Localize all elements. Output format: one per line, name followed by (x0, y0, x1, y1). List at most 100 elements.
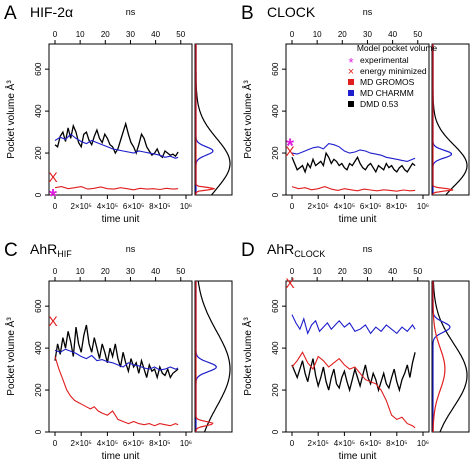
x-tick-label: 10⁶ (180, 439, 192, 448)
panel-title-subscript: CLOCK (294, 249, 325, 259)
distribution-dmd-0-53 (432, 44, 468, 196)
top-tick-label: 50 (176, 30, 185, 39)
y-axis-label: Pocket volume Å³ (4, 80, 17, 159)
distribution-frame (194, 280, 233, 433)
y-tick-label: 200 (271, 146, 280, 160)
panel-c: C AhRHIF ns 0 10 20 30 40 50 0 2×10⁵ 4×10⁵ 6×10⁵ 8×10… (4, 240, 233, 462)
legend-label: experimental (360, 55, 409, 65)
y-tick-label: 200 (34, 383, 43, 397)
series-line-md-charmm (291, 314, 416, 336)
x-tick-label: 10⁶ (417, 202, 429, 211)
legend-label: MD CHARMM (360, 88, 414, 98)
legend-swatch: × (348, 66, 354, 78)
legend-label: DMD 0.53 (360, 99, 399, 109)
top-tick-label: 20 (338, 30, 347, 39)
top-tick-label: 40 (151, 267, 160, 276)
y-axis-label: Pocket volume Å³ (241, 80, 254, 159)
y-tick-label: 400 (34, 104, 43, 118)
energy-minimized-marker: X (285, 275, 295, 291)
top-tick-label: 20 (338, 267, 347, 276)
y-tick-label: 200 (271, 383, 280, 397)
y-tick-label: 0 (271, 429, 280, 434)
y-tick-label: 600 (271, 62, 280, 76)
top-axis-label: ns (363, 7, 373, 17)
energy-minimized-marker: X (48, 169, 58, 185)
experimental-marker: * (49, 186, 57, 208)
energy-minimized-marker: X (48, 313, 58, 329)
x-tick-label: 10⁶ (417, 439, 429, 448)
y-tick-label: 0 (34, 429, 43, 434)
x-axis-label: time unit (102, 451, 140, 462)
x-tick-label: 4×10⁵ (334, 439, 355, 448)
legend-title: Model pocket volume (357, 43, 438, 53)
top-tick-label: 50 (413, 30, 422, 39)
top-tick-label: 10 (76, 30, 85, 39)
x-tick-label: 6×10⁵ (123, 439, 144, 448)
top-tick-label: 0 (290, 30, 295, 39)
panel-a: A HIF-2α ns 0 10 20 30 40 50 0 2×10⁵ 4×10⁵ 6×10⁵ 8×10… (4, 3, 233, 225)
x-tick-label: 10⁶ (180, 202, 192, 211)
distribution-md-gromos (195, 44, 215, 195)
distribution-dmd-0-53 (432, 280, 468, 433)
top-axis-label: ns (363, 244, 373, 254)
x-tick-label: 0 (53, 202, 58, 211)
top-tick-label: 10 (313, 267, 322, 276)
legend-swatch (348, 79, 354, 85)
panel-letter: C (4, 240, 18, 261)
panel-letter: A (4, 3, 17, 24)
panel-title: AhRHIF (30, 241, 72, 259)
distribution-md-gromos (432, 281, 446, 433)
y-tick-label: 600 (34, 62, 43, 76)
series-line-md-charmm (54, 348, 179, 371)
x-tick-label: 4×10⁵ (97, 439, 118, 448)
x-tick-label: 4×10⁵ (97, 202, 118, 211)
series-line-md-charmm (291, 143, 416, 162)
distribution-md-gromos (195, 281, 214, 433)
distribution-dmd-0-53 (197, 280, 231, 433)
top-tick-label: 40 (151, 30, 160, 39)
top-tick-label: 20 (101, 30, 110, 39)
distribution-frame (431, 280, 470, 433)
series-line-md-gromos (54, 186, 179, 191)
top-tick-label: 10 (313, 30, 322, 39)
y-tick-label: 600 (271, 299, 280, 313)
panel-title: CLOCK (267, 4, 316, 20)
series-line-dmd-0-53 (291, 352, 416, 393)
y-tick-label: 600 (34, 299, 43, 313)
plot-frame (48, 43, 193, 196)
x-tick-label: 6×10⁵ (360, 439, 381, 448)
panel-letter: D (241, 240, 255, 261)
top-axis-label: ns (126, 244, 136, 254)
x-tick-label: 8×10⁵ (149, 202, 170, 211)
experimental-marker: * (286, 136, 294, 158)
x-tick-label: 4×10⁵ (334, 202, 355, 211)
x-tick-label: 6×10⁵ (123, 202, 144, 211)
distribution-frame (194, 43, 233, 196)
x-axis-label: time unit (339, 214, 377, 225)
legend-swatch: * (348, 55, 353, 70)
distribution-md-charmm (195, 44, 214, 195)
x-tick-label: 8×10⁵ (149, 439, 170, 448)
top-tick-label: 0 (53, 30, 58, 39)
x-tick-label: 8×10⁵ (386, 202, 407, 211)
top-tick-label: 50 (413, 267, 422, 276)
legend-label: energy minimized (360, 66, 427, 76)
y-tick-label: 400 (34, 341, 43, 355)
x-axis-label: time unit (102, 214, 140, 225)
plot-frame (48, 280, 193, 433)
x-tick-label: 2×10⁵ (71, 202, 92, 211)
panel-letter: B (241, 3, 254, 24)
x-tick-label: 2×10⁵ (71, 439, 92, 448)
top-tick-label: 10 (76, 267, 85, 276)
distribution-frame (431, 43, 470, 196)
series-line-dmd-0-53 (291, 151, 416, 174)
top-tick-label: 40 (388, 30, 397, 39)
y-axis-label: Pocket volume Å³ (4, 317, 17, 396)
top-tick-label: 30 (126, 30, 135, 39)
x-tick-label: 0 (53, 439, 58, 448)
series-line-dmd-0-53 (54, 121, 179, 159)
y-tick-label: 400 (271, 104, 280, 118)
y-axis-label: Pocket volume Å³ (241, 317, 254, 396)
top-tick-label: 30 (126, 267, 135, 276)
y-tick-label: 400 (271, 341, 280, 355)
